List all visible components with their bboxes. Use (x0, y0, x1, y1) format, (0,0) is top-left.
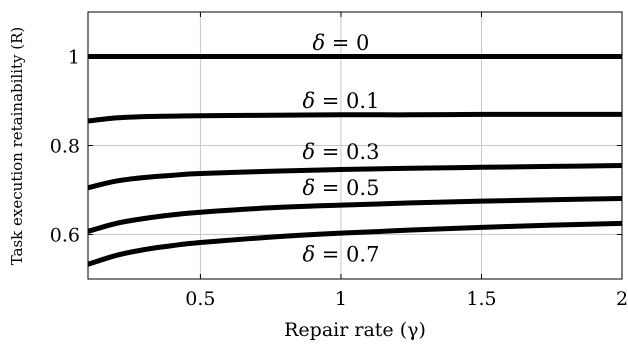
x-tick-label: 1.5 (466, 288, 496, 310)
series-line (88, 163, 622, 191)
y-tick-label: 1 (68, 47, 80, 69)
series-lines (88, 54, 622, 267)
series-label: δ = 0 (312, 31, 369, 55)
series-label: δ = 0.5 (302, 176, 379, 200)
x-axis-label: Repair rate (γ) (284, 319, 426, 341)
axis-ticks: 0.5 1 1.5 2 0.6 0.8 1 (50, 12, 628, 310)
series-line (88, 220, 622, 267)
y-tick-label: 0.6 (50, 225, 80, 247)
series-label: δ = 0.3 (302, 140, 379, 164)
series-label: δ = 0.7 (302, 243, 379, 267)
series-line (88, 195, 622, 234)
series-labels: δ = 0 δ = 0.1 δ = 0.3 δ = 0.5 δ = 0.7 (302, 31, 379, 266)
y-tick-label: 0.8 (50, 136, 80, 158)
series-label: δ = 0.1 (302, 89, 379, 113)
x-tick-label: 1 (335, 288, 347, 310)
y-axis-label: Task execution retainability (R) (8, 27, 26, 266)
x-tick-label: 2 (616, 288, 628, 310)
x-tick-label: 0.5 (185, 288, 215, 310)
series-line (88, 111, 622, 124)
